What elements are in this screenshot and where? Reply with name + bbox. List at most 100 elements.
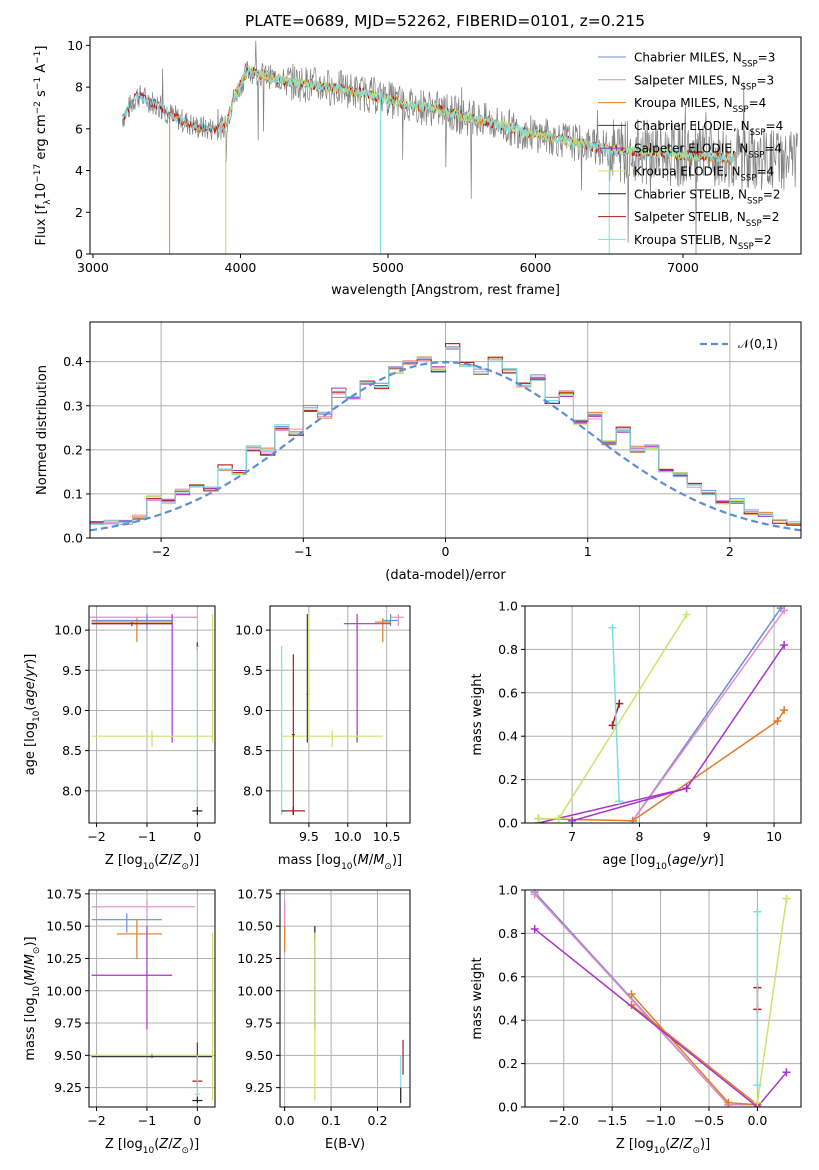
y-tick-label: 0: [75, 247, 83, 262]
x-tick-label: 10.5: [373, 829, 401, 844]
axes-frame: [524, 889, 802, 1108]
x-axis-label: Z [log10(Z/Z⊙)]: [616, 1137, 710, 1156]
y-tick-label: 9.0: [62, 703, 82, 718]
x-tick-label: −1: [294, 544, 312, 559]
weight-lines: [530, 890, 791, 1107]
x-axis-label: mass [log10(M/M⊙)]: [278, 853, 402, 872]
y-tick-label: 0.2: [498, 1056, 518, 1071]
y-tick-label: 10.25: [46, 951, 82, 966]
y-tick-label: 0.6: [498, 685, 518, 700]
legend-label: Chabrier ELODIE, NSSP=4: [634, 119, 783, 138]
axes-frame: [89, 36, 802, 255]
weight-marker: [753, 1098, 762, 1107]
x-tick-label: 4000: [225, 260, 257, 275]
x-tick-label: −1.0: [645, 1113, 675, 1128]
x-axis-label: Z [log10(Z/Z⊙)]: [105, 853, 199, 872]
y-tick-label: 9.75: [54, 1016, 82, 1031]
x-tick-label: 0: [193, 1113, 201, 1128]
weight-marker: [753, 1081, 762, 1090]
weight-marker: [608, 721, 617, 730]
weight-line: [534, 893, 758, 1106]
y-tick-label: 8.0: [243, 783, 263, 798]
weight-marker: [628, 816, 637, 823]
x-tick-label: 8: [635, 829, 643, 844]
y-axis-label: Flux [fλ10−17 erg cm−2 s−1 A−1]: [33, 46, 53, 246]
x-tick-label: −1: [138, 829, 156, 844]
weight-line: [534, 891, 758, 1106]
x-tick-label: −2.0: [549, 1113, 579, 1128]
y-tick-label: 1.0: [498, 599, 518, 614]
x-tick-label: −2: [152, 544, 170, 559]
x-axis-label: wavelength [Angstrom, rest frame]: [331, 283, 560, 298]
x-axis-label: E(B-V): [325, 1137, 365, 1152]
y-tick-label: 8: [75, 80, 83, 95]
y-tick-label: 8.5: [243, 743, 263, 758]
x-tick-label: 1: [584, 544, 592, 559]
weight-marker: [554, 814, 563, 823]
weight-marker: [782, 894, 791, 903]
x-tick-label: 0.0: [275, 1113, 295, 1128]
x-tick-label: 0.1: [321, 1113, 341, 1128]
weight-marker: [530, 890, 539, 899]
y-tick-label: 9.0: [243, 703, 263, 718]
y-tick-label: 0.3: [63, 398, 83, 413]
errorbar-group: [89, 614, 214, 815]
x-tick-label: 6000: [520, 260, 552, 275]
x-tick-label: −1: [138, 1113, 156, 1128]
y-tick-label: 0.1: [63, 486, 83, 501]
y-tick-label: 6: [75, 121, 83, 136]
y-axis-label: Normed distribution: [35, 365, 50, 495]
y-axis-label: mass weight: [470, 673, 485, 755]
y-axis-label: age [log10(age/yr)]: [23, 654, 42, 776]
weight-marker: [780, 641, 789, 650]
y-tick-label: 9.25: [54, 1080, 82, 1095]
errorbar-group: [91, 900, 214, 1105]
legend-label: Chabrier MILES, NSSP=3: [634, 51, 775, 70]
x-tick-label: 0: [193, 829, 201, 844]
y-tick-label: 9.5: [62, 663, 82, 678]
y-tick-label: 9.50: [54, 1048, 82, 1063]
x-tick-label: 5000: [372, 260, 404, 275]
x-tick-label: −2: [87, 1113, 105, 1128]
y-tick-label: 0.4: [63, 354, 83, 369]
y-tick-label: 0.0: [498, 816, 518, 831]
weight-line: [571, 787, 687, 822]
legend-label: Kroupa STELIB, NSSP=2: [634, 233, 772, 252]
axes-frame: [279, 889, 411, 1108]
weight-marker: [753, 907, 762, 916]
y-tick-label: 10.50: [46, 919, 82, 934]
y-tick-label: 2: [75, 205, 83, 220]
y-tick-label: 0.6: [498, 969, 518, 984]
weight-line: [534, 928, 788, 1107]
legend-label: 𝒩(0,1): [738, 337, 778, 351]
y-tick-label: 0.2: [498, 772, 518, 787]
x-tick-label: 10: [766, 829, 782, 844]
errorbar-group: [280, 614, 404, 815]
weight-marker: [773, 717, 782, 726]
y-tick-label: 0.8: [498, 926, 518, 941]
weight-marker: [530, 925, 539, 934]
y-tick-label: 10.0: [235, 623, 263, 638]
axes-frame: [88, 605, 216, 824]
legend-label: Kroupa MILES, NSSP=4: [634, 96, 766, 115]
y-tick-label: 9.75: [245, 1016, 273, 1031]
y-tick-label: 10.0: [54, 623, 82, 638]
y-tick-label: 10.50: [237, 919, 273, 934]
x-axis-label: (data-model)/error: [385, 568, 506, 583]
y-tick-label: 4: [75, 163, 83, 178]
y-tick-label: 8.5: [62, 743, 82, 758]
y-tick-label: 10.25: [237, 951, 273, 966]
y-tick-label: 10: [67, 38, 83, 53]
y-tick-label: 0.4: [498, 729, 518, 744]
x-tick-label: 9.5: [299, 829, 319, 844]
weight-marker: [568, 816, 577, 823]
axes-frame: [88, 889, 216, 1108]
y-tick-label: 9.25: [245, 1080, 273, 1095]
weight-line: [632, 609, 785, 822]
weight-marker: [615, 699, 624, 708]
y-tick-label: 0.0: [63, 531, 83, 546]
y-tick-label: 10.75: [237, 886, 273, 901]
x-tick-label: −1.5: [597, 1113, 627, 1128]
y-tick-label: 8.0: [62, 783, 82, 798]
